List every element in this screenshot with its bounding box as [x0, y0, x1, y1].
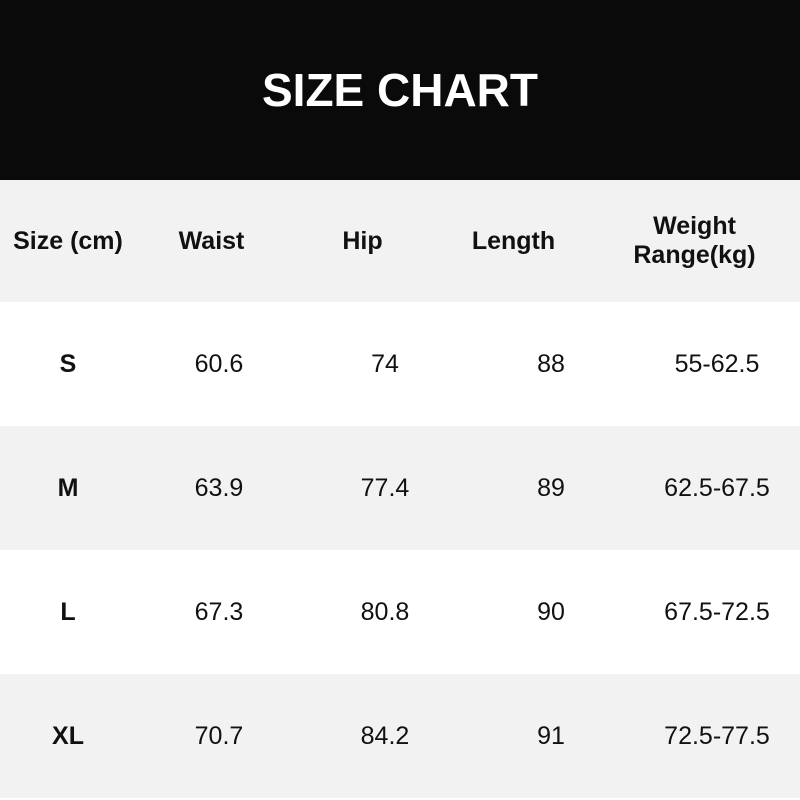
table-cell: 67.5-72.5 [664, 597, 770, 626]
table-row: L 67.3 80.8 90 67.5-72.5 [0, 550, 800, 674]
table-row: XL 70.7 84.2 91 72.5-77.5 [0, 674, 800, 798]
table-cell: XL [52, 721, 84, 750]
table-row: S 60.6 74 88 55-62.5 [0, 302, 800, 426]
header-cell: Size (cm) [13, 226, 123, 255]
table-cell: 90 [537, 597, 565, 626]
table-cell: 74 [371, 349, 399, 378]
page-title: SIZE CHART [0, 0, 800, 180]
table-cell: 63.9 [194, 473, 244, 502]
header-cell: Waist [178, 226, 245, 255]
table-cell: L [60, 597, 76, 626]
table-cell: 72.5-77.5 [664, 721, 770, 750]
table-cell: 88 [537, 349, 565, 378]
header-cell: Weight Range(kg) [633, 212, 756, 269]
table-cell: 77.4 [360, 473, 410, 502]
table-cell: 70.7 [194, 721, 244, 750]
table-cell: 55-62.5 [674, 349, 760, 378]
table-cell: 91 [537, 721, 565, 750]
table-cell: S [59, 349, 77, 378]
table-header: Size (cm) Waist Hip Length Weight Range(… [0, 180, 800, 302]
table-cell: M [57, 473, 79, 502]
table-cell: 60.6 [194, 349, 244, 378]
table-cell: 67.3 [194, 597, 244, 626]
table-row: M 63.9 77.4 89 62.5-67.5 [0, 426, 800, 550]
table-cell: 80.8 [360, 597, 410, 626]
table-cell: 89 [537, 473, 565, 502]
header-cell: Length [471, 226, 556, 255]
table-cell: 62.5-67.5 [664, 473, 770, 502]
header-cell: Hip [342, 226, 383, 255]
table-cell: 84.2 [360, 721, 410, 750]
